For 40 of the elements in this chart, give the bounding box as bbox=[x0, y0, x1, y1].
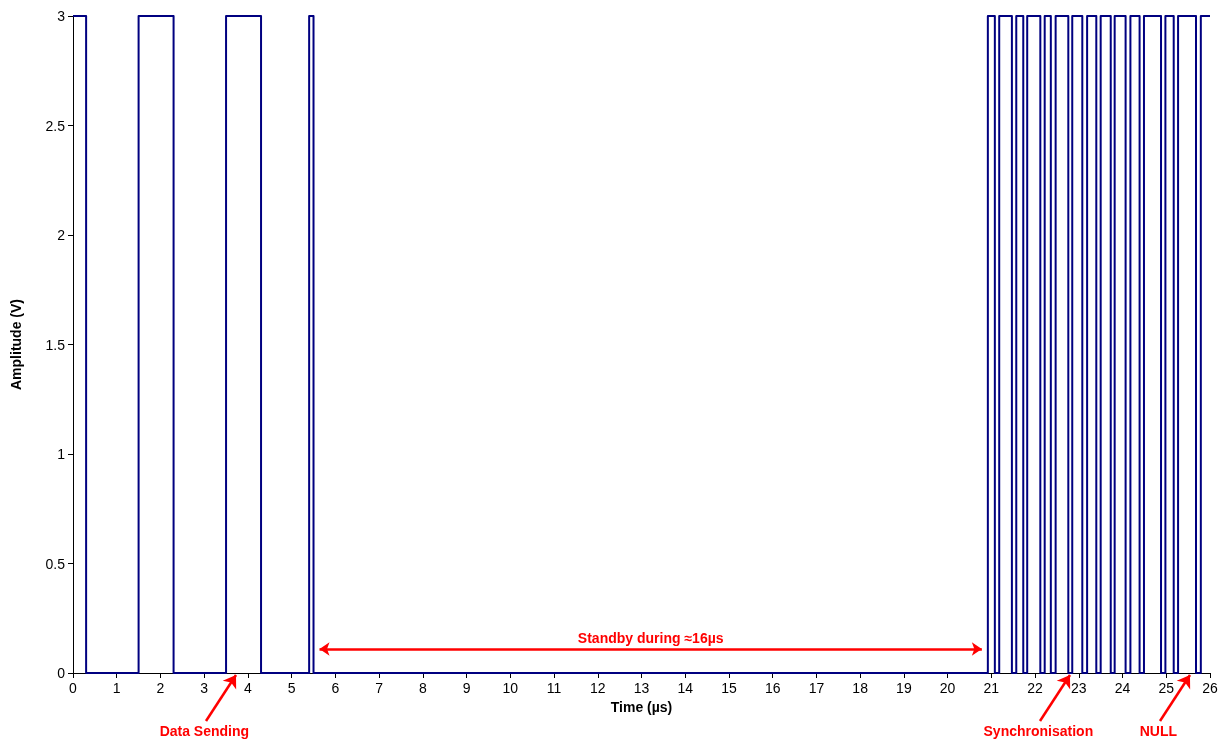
y-tick-label: 0.5 bbox=[45, 555, 66, 572]
x-tick-label: 16 bbox=[764, 680, 781, 696]
text: Data Sending bbox=[159, 722, 250, 739]
x-tick-label: 24 bbox=[1114, 680, 1131, 696]
x-tick-label: 4 bbox=[244, 680, 253, 696]
text: NULL bbox=[1139, 722, 1178, 739]
x-tick-label: 3 bbox=[200, 680, 209, 696]
x-tick-label: 9 bbox=[462, 680, 471, 696]
x-tick-label: 7 bbox=[375, 680, 384, 696]
y-tick-label: 1.5 bbox=[45, 336, 66, 353]
x-tick-label: 14 bbox=[677, 680, 694, 696]
annotation: Standby during ≈16µs bbox=[577, 630, 724, 646]
x-tick-label: 12 bbox=[589, 680, 606, 696]
x-tick-label: 11 bbox=[546, 680, 562, 696]
x-tick-label: 15 bbox=[721, 680, 737, 696]
x-tick-label: 20 bbox=[939, 680, 956, 696]
x-tick-label: 17 bbox=[808, 680, 825, 696]
y-tick-label: 3 bbox=[57, 8, 66, 24]
y-tick-label: 2.5 bbox=[45, 117, 66, 134]
y-tick-label: 2 bbox=[57, 227, 66, 243]
x-tick-label: 1 bbox=[112, 680, 121, 696]
x-tick-label: 23 bbox=[1071, 680, 1087, 696]
x-tick-label: 25 bbox=[1158, 680, 1175, 696]
y-tick-label: 1 bbox=[57, 446, 66, 462]
x-tick-label: 19 bbox=[896, 680, 912, 696]
x-tick-label: 13 bbox=[633, 680, 650, 696]
x-axis-title: Time (µs) bbox=[610, 698, 673, 715]
y-tick-label: 0 bbox=[57, 665, 66, 681]
x-tick-label: 10 bbox=[502, 680, 519, 696]
x-tick-label: 2 bbox=[156, 680, 165, 696]
x-tick-label: 22 bbox=[1027, 680, 1044, 696]
x-tick-label: 0 bbox=[69, 680, 78, 696]
x-tick-label: 26 bbox=[1202, 680, 1218, 696]
x-tick-label: 18 bbox=[852, 680, 869, 696]
x-tick-label: 21 bbox=[983, 680, 1000, 696]
x-tick-label: 6 bbox=[331, 680, 340, 696]
x-tick-label: 8 bbox=[418, 680, 427, 696]
text: Synchronisation bbox=[983, 722, 1094, 739]
x-tick-label: 5 bbox=[287, 680, 296, 696]
y-axis-title: Amplitude (V) bbox=[8, 299, 24, 390]
